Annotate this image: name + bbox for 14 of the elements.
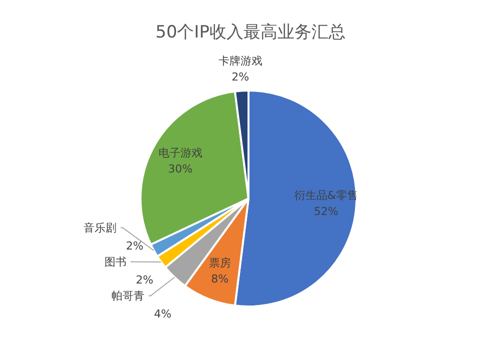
data-label: 52%: [314, 204, 338, 218]
slice-label: 票房: [208, 256, 231, 270]
data-label: 8%: [211, 272, 229, 286]
data-label: 30%: [168, 162, 193, 176]
data-label: 4%: [154, 307, 172, 320]
slice-label: 电子游戏: [158, 146, 202, 160]
data-label: 2%: [126, 239, 144, 252]
data-label: 2%: [136, 273, 154, 286]
slice-label: 图书: [104, 255, 127, 268]
slice-label: 帕哥青: [112, 289, 145, 302]
data-label: 2%: [232, 70, 250, 84]
chart-title: 50个IP收入最高业务汇总: [156, 22, 346, 42]
slice-label: 音乐剧: [84, 221, 117, 234]
slice-label: 卡牌游戏: [218, 54, 262, 68]
